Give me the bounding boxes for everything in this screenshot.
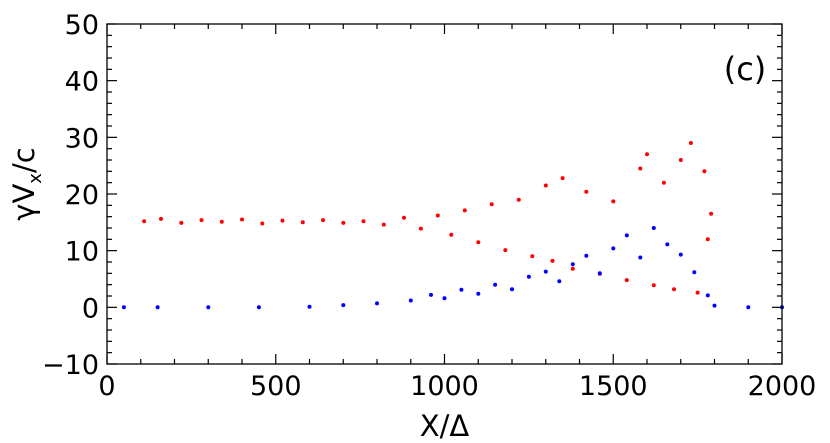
series-0-point-0 (142, 219, 147, 224)
series-0-point-3 (199, 218, 204, 223)
series-1-point-26 (692, 270, 697, 275)
series-0-point-34 (661, 180, 666, 185)
y-tick-label-3: 20 (65, 180, 99, 211)
series-1-point-11 (476, 291, 481, 296)
series-0-point-39 (702, 169, 707, 174)
series-0-point-12 (381, 222, 386, 227)
series-0-point-14 (418, 226, 423, 231)
series-1-point-9 (442, 296, 447, 301)
series-0-point-1 (159, 216, 163, 221)
series-0-point-37 (688, 141, 693, 145)
series-0-point-10 (341, 220, 346, 225)
y-tick-label-6: 50 (65, 10, 99, 41)
series-0-point-30 (624, 278, 629, 283)
y-tick-label-0: −10 (42, 350, 99, 381)
series-1-point-27 (705, 293, 710, 298)
series-1-point-23 (651, 226, 656, 230)
series-0-point-15 (435, 213, 440, 218)
y-tick-label-2: 10 (65, 237, 99, 268)
series-1-point-15 (543, 269, 548, 274)
x-tick-label-2: 1000 (410, 371, 479, 402)
series-1-point-10 (459, 287, 464, 292)
series-1-point-24 (665, 242, 670, 247)
series-0-point-9 (321, 218, 325, 223)
series-1-point-17 (570, 262, 575, 267)
y-axis-title-main: γV (7, 184, 41, 221)
series-1-point-29 (746, 305, 751, 310)
series-0-point-16 (449, 232, 454, 237)
series-1-point-4 (307, 304, 312, 309)
series-0-point-31 (638, 166, 643, 171)
x-tick-label-3: 1500 (579, 371, 648, 402)
series-0-point-19 (489, 202, 494, 207)
series-0-point-13 (402, 215, 406, 220)
series-1-point-6 (375, 301, 379, 306)
series-0-point-29 (611, 199, 616, 204)
panel-label: (c) (724, 50, 767, 88)
series-1-point-20 (611, 246, 616, 251)
series-0-point-6 (260, 221, 265, 226)
series-1-point-18 (584, 253, 589, 258)
y-axis-title-subscript: x (25, 173, 46, 184)
y-axis-title: γVx/c (7, 147, 46, 220)
y-tick-label-4: 30 (65, 123, 99, 154)
series-1-point-0 (121, 305, 126, 310)
series-0-point-41 (709, 211, 714, 216)
series-0-point-8 (300, 220, 305, 225)
series-0-point-21 (516, 197, 521, 202)
series-0-point-26 (570, 266, 575, 271)
series-0-point-24 (550, 258, 555, 263)
series-0-point-17 (462, 208, 467, 213)
series-0-point-32 (645, 152, 649, 157)
series-0-point-7 (280, 218, 285, 223)
series-1-point-21 (624, 233, 629, 238)
series-1-point-8 (429, 292, 433, 297)
series-0-point-18 (476, 240, 481, 245)
x-tick-label-0: 0 (98, 371, 115, 402)
series-1-point-7 (408, 298, 413, 303)
series-0-point-20 (503, 248, 508, 253)
series-1-point-19 (597, 271, 602, 276)
series-1-point-1 (155, 305, 160, 310)
series-1-point-14 (526, 274, 531, 279)
series-0-point-40 (705, 237, 710, 242)
series-0-point-5 (240, 217, 244, 222)
series-1-point-5 (341, 303, 346, 308)
series-0-point-36 (678, 158, 683, 162)
series-1-point-3 (256, 305, 261, 310)
y-axis-title-tail: /c (7, 147, 41, 173)
x-tick-label-4: 2000 (748, 371, 817, 402)
series-0-point-25 (560, 176, 565, 181)
series-1-point-28 (712, 303, 717, 308)
series-0-point-27 (584, 189, 589, 194)
plot-layer (121, 141, 784, 310)
series-1-point-16 (557, 279, 562, 284)
series-1-point-12 (493, 282, 498, 287)
series-0-point-35 (672, 287, 676, 292)
series-0-point-22 (530, 254, 535, 259)
series-0-point-33 (651, 283, 656, 288)
series-1-point-25 (678, 252, 683, 257)
series-0-point-2 (179, 220, 184, 225)
series-0-point-11 (361, 219, 366, 224)
series-0-point-38 (695, 290, 700, 295)
series-0-point-4 (219, 219, 224, 224)
series-0-point-23 (543, 183, 548, 188)
x-axis-title: X/Δ (420, 409, 470, 443)
x-tick-label-1: 500 (250, 371, 302, 402)
series-1-point-22 (638, 255, 643, 260)
y-tick-label-5: 40 (65, 67, 99, 98)
series-1-point-13 (510, 287, 514, 292)
y-tick-label-1: 0 (82, 293, 99, 324)
series-1-point-2 (206, 305, 211, 310)
plot-frame (106, 23, 783, 365)
